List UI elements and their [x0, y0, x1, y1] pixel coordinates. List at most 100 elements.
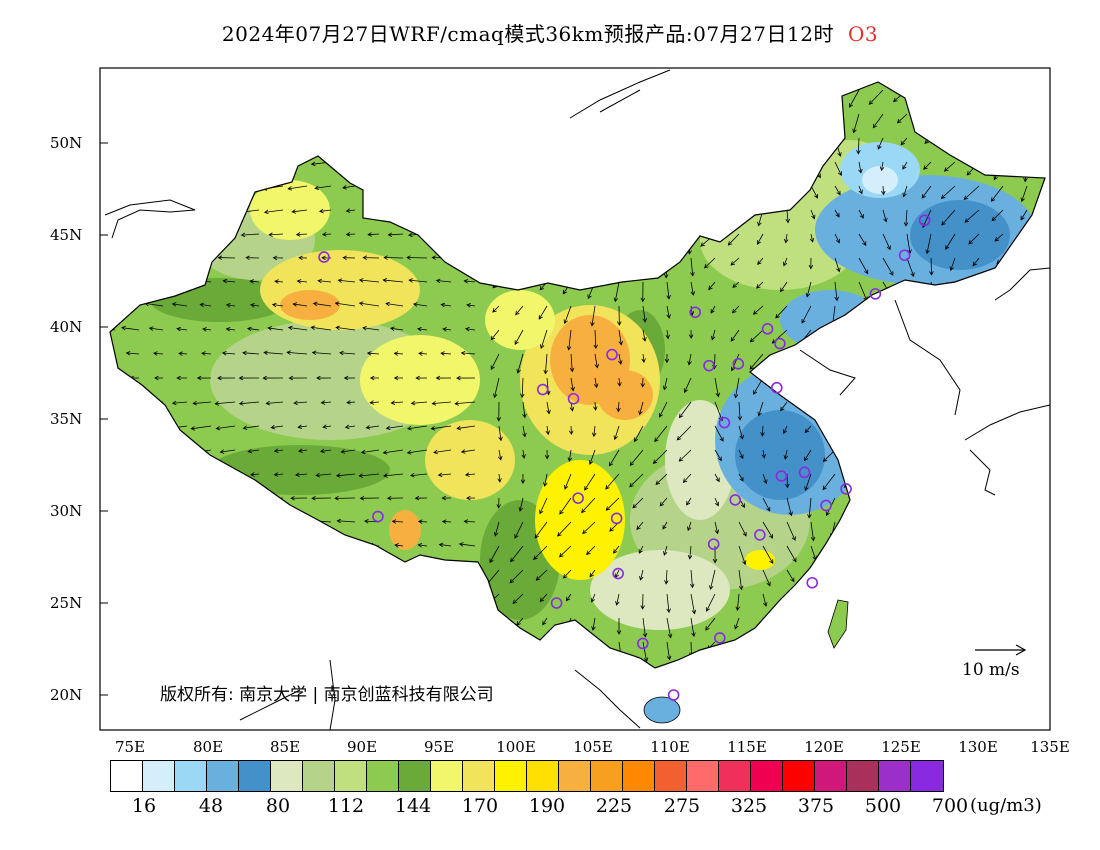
- wind-arrow: [358, 301, 380, 307]
- wind-arrow: [148, 326, 164, 331]
- wind-arrow: [734, 617, 740, 630]
- wind-arrow: [454, 401, 476, 406]
- lat-label-45n: 45N: [50, 226, 83, 244]
- wind-arrow: [245, 255, 260, 261]
- wind-arrow: [242, 425, 260, 430]
- wind-arrow: [440, 351, 452, 356]
- wind-arrow: [287, 185, 308, 191]
- wind-arrow: [456, 425, 476, 431]
- wind-arrow: [362, 255, 380, 260]
- wind-arrow: [383, 473, 404, 478]
- wind-arrow: [737, 401, 743, 421]
- wind-arrow: [588, 449, 596, 465]
- wind-arrow: [509, 569, 524, 584]
- wind-arrow: [640, 593, 645, 610]
- wind-arrow: [906, 257, 915, 278]
- colorbar-swatch: [495, 761, 527, 791]
- wind-arrow: [616, 617, 622, 635]
- wind-arrow: [270, 424, 284, 430]
- wind-arrow: [534, 521, 548, 539]
- wind-arrow: [617, 377, 622, 387]
- wind-arrow: [415, 375, 428, 381]
- wind-arrow: [584, 473, 596, 491]
- lon-label-130e: 130E: [958, 738, 998, 756]
- wind-arrow: [618, 353, 623, 365]
- wind-arrow: [293, 400, 308, 406]
- lon-label-135e: 135E: [1030, 738, 1070, 756]
- wind-arrow: [250, 303, 260, 308]
- wind-arrow: [663, 545, 668, 556]
- lon-label-120e: 120E: [804, 738, 844, 756]
- wind-arrow: [390, 400, 404, 406]
- wind-arrow: [559, 497, 572, 515]
- wind-arrow: [752, 305, 764, 315]
- wind-arrow: [968, 233, 980, 245]
- wind-arrow: [493, 521, 500, 537]
- station-marker: [318, 251, 330, 263]
- wind-arrow: [463, 519, 476, 524]
- wind-arrow: [783, 449, 789, 460]
- wind-arrow: [316, 375, 332, 381]
- wind-arrow: [690, 281, 696, 296]
- wind-arrow: [569, 353, 575, 373]
- lon-label-115e: 115E: [727, 738, 767, 756]
- wind-arrow: [498, 449, 503, 461]
- colorbar-label: 275: [663, 795, 701, 817]
- wind-arrow: [834, 233, 840, 244]
- station-marker: [775, 470, 788, 482]
- wind-arrow: [458, 542, 476, 547]
- lon-label-80e: 80E: [192, 738, 224, 756]
- wind-arrow: [406, 255, 428, 260]
- wind-arrow: [389, 326, 404, 332]
- station-marker: [898, 249, 911, 262]
- wind-arrow: [340, 449, 356, 454]
- wind-arrow: [382, 449, 404, 455]
- wind-arrow: [858, 257, 869, 275]
- station-marker: [714, 632, 726, 644]
- wind-arrow: [738, 473, 744, 482]
- wind-arrow: [925, 233, 932, 255]
- wind-arrow: [335, 325, 356, 331]
- wind-arrow: [391, 519, 404, 524]
- lat-label-30n: 30N: [50, 502, 83, 520]
- wind-arrow: [738, 449, 744, 460]
- wind-arrow: [441, 495, 452, 501]
- wind-arrow: [664, 353, 670, 364]
- wind-arrow: [708, 281, 716, 291]
- wind-arrow: [593, 377, 599, 389]
- wind-arrow: [273, 448, 284, 453]
- station-marker: [372, 510, 384, 523]
- wind-arrow: [242, 350, 260, 356]
- wind-arrow: [972, 257, 980, 267]
- wind-arrow: [738, 425, 744, 440]
- lat-label-35n: 35N: [50, 410, 83, 428]
- station-marker: [550, 597, 563, 609]
- wind-arrow: [834, 185, 841, 196]
- wind-arrow: [192, 401, 212, 406]
- wind-arrow: [176, 375, 188, 381]
- wind-arrow: [291, 209, 308, 214]
- wind-arrow: [903, 209, 909, 227]
- station-marker: [606, 348, 618, 361]
- wind-arrow: [687, 353, 692, 366]
- wind-arrow: [265, 400, 284, 406]
- wind-arrow: [632, 497, 644, 509]
- wind-arrow: [921, 185, 932, 199]
- wind-arrow: [441, 519, 452, 524]
- wind-arrow: [705, 593, 716, 612]
- wind-arrow: [171, 302, 188, 307]
- station-marker: [536, 383, 549, 396]
- wind-arrow: [292, 302, 308, 307]
- wind-arrow: [666, 593, 671, 614]
- wind-arrow: [346, 400, 356, 405]
- wind-arrow: [310, 325, 332, 331]
- wind-arrow: [822, 449, 836, 463]
- wind-arrow: [345, 232, 356, 237]
- wind-arrow: [249, 279, 260, 284]
- wind-arrow: [714, 425, 724, 442]
- wind-arrow: [412, 302, 428, 307]
- wind-arrow: [121, 325, 140, 331]
- wind-arrow: [690, 593, 697, 615]
- wind-arrow: [690, 617, 696, 638]
- wind-arrow: [217, 255, 236, 260]
